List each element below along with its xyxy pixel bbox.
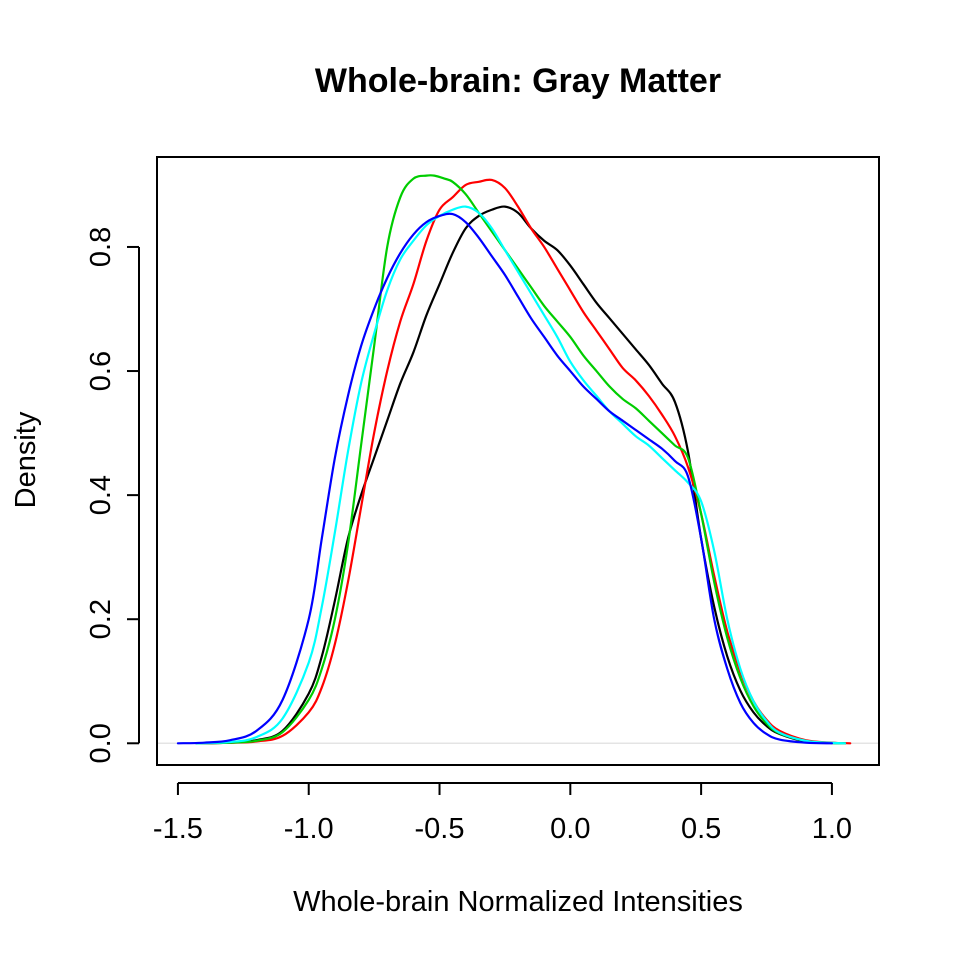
y-tick-label: 0.2	[85, 599, 117, 639]
y-tick-label: 0.6	[85, 351, 117, 391]
plot-frame	[156, 156, 880, 766]
x-axis: -1.5 -1.0 -0.5 0.0 0.5 1.0	[153, 782, 852, 845]
y-tick-label: 0.4	[85, 475, 117, 515]
density-line-4	[195, 205, 847, 745]
y-tick-label: 0.8	[85, 227, 117, 267]
y-axis-label: Density	[10, 411, 42, 508]
x-tick-label: 0.0	[550, 813, 590, 845]
x-tick-label: -1.0	[284, 813, 334, 845]
x-tick-label: 1.0	[812, 813, 852, 845]
x-tick-label: -0.5	[415, 813, 465, 845]
y-axis: 0.0 0.2 0.4 0.6 0.8	[85, 227, 140, 763]
density-line-3	[195, 174, 847, 745]
x-tick-label: -1.5	[153, 813, 203, 845]
x-axis-label: Whole-brain Normalized Intensities	[293, 886, 743, 918]
chart-title: Whole-brain: Gray Matter	[315, 62, 721, 100]
y-tick-label: 0.0	[85, 723, 117, 763]
series-layer	[157, 174, 879, 745]
x-tick-label: 0.5	[681, 813, 721, 845]
density-line-2	[195, 178, 852, 745]
density-line-5	[176, 212, 834, 745]
